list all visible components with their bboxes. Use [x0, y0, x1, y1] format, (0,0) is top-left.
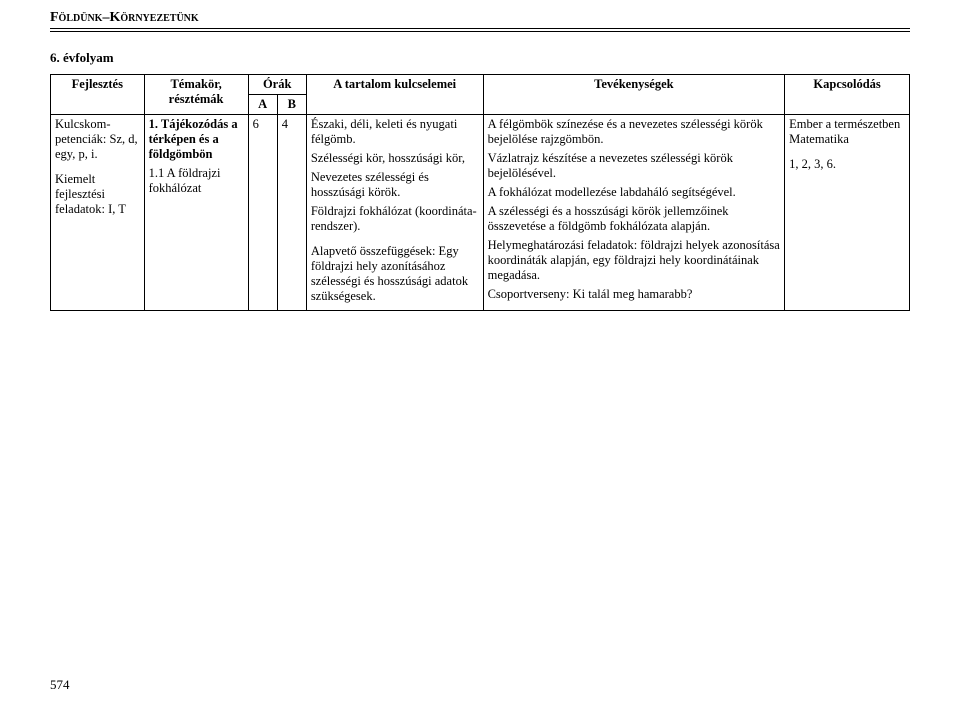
temakor-p1: 1. Tájékozódás a térképen és a földgömbö…: [149, 117, 244, 162]
tevekeny-p3: A fokhálózat modellezése labdaháló segít…: [488, 185, 781, 200]
th-ora-a: A: [248, 95, 277, 115]
tevekeny-p2: Vázlatrajz készítése a nevezetes széless…: [488, 151, 781, 181]
tartalom-p5: Alapvető összefüggések: Egy földrajzi he…: [311, 244, 479, 304]
kapcs-p2: 1, 2, 3, 6.: [789, 157, 905, 172]
temakor-p2: 1.1 A földrajzi fokhálózat: [149, 166, 244, 196]
th-ora-b: B: [277, 95, 306, 115]
tartalom-p3: Nevezetes szélességi és hosszúsági körök…: [311, 170, 479, 200]
tevekeny-p6: Csoportverseny: Ki talál meg hamarabb?: [488, 287, 781, 302]
fejlesztes-p2: Kiemelt fejlesztési feladatok: I, T: [55, 172, 140, 217]
fejlesztes-p1: Kulcskom- petenciák: Sz, d, egy, p, i.: [55, 117, 140, 162]
header-rule: [50, 31, 910, 32]
th-tartalom: A tartalom kulcselemei: [306, 75, 483, 115]
tartalom-p2: Szélességi kör, hosszúsági kör,: [311, 151, 479, 166]
cell-fejlesztes: Kulcskom- petenciák: Sz, d, egy, p, i. K…: [51, 115, 145, 311]
doc-header: Földünk–Környezetünk: [50, 10, 910, 29]
tevekeny-p1: A félgömbök színezése és a nevezetes szé…: [488, 117, 781, 147]
cell-temakor: 1. Tájékozódás a térképen és a földgömbö…: [144, 115, 248, 311]
th-kapcsolodas: Kapcsolódás: [785, 75, 910, 115]
kapcs-p1: Ember a természetben Matematika: [789, 117, 905, 147]
cell-kapcsolodas: Ember a természetben Matematika 1, 2, 3,…: [785, 115, 910, 311]
grade-heading: 6. évfolyam: [50, 50, 910, 66]
cell-tartalom: Északi, déli, keleti és nyugati félgömb.…: [306, 115, 483, 311]
th-tevekenysegek: Tevékenységek: [483, 75, 785, 115]
page-number: 574: [50, 677, 70, 693]
table-row: Kulcskom- petenciák: Sz, d, egy, p, i. K…: [51, 115, 910, 311]
tartalom-p1: Északi, déli, keleti és nyugati félgömb.: [311, 117, 479, 147]
table-header-row-1: Fejlesztés Témakör, résztémák Órák A tar…: [51, 75, 910, 95]
tevekeny-p5: Helymeghatározási feladatok: földrajzi h…: [488, 238, 781, 283]
cell-ora-b: 4: [277, 115, 306, 311]
th-temakor: Témakör, résztémák: [144, 75, 248, 115]
cell-tevekenysegek: A félgömbök színezése és a nevezetes szé…: [483, 115, 785, 311]
cell-ora-a: 6: [248, 115, 277, 311]
tevekeny-p4: A szélességi és a hosszúsági körök jelle…: [488, 204, 781, 234]
tartalom-p4: Földrajzi fokhálózat (koordináta-rendsze…: [311, 204, 479, 234]
th-fejlesztes: Fejlesztés: [51, 75, 145, 115]
th-orak: Órák: [248, 75, 306, 95]
curriculum-table: Fejlesztés Témakör, résztémák Órák A tar…: [50, 74, 910, 311]
